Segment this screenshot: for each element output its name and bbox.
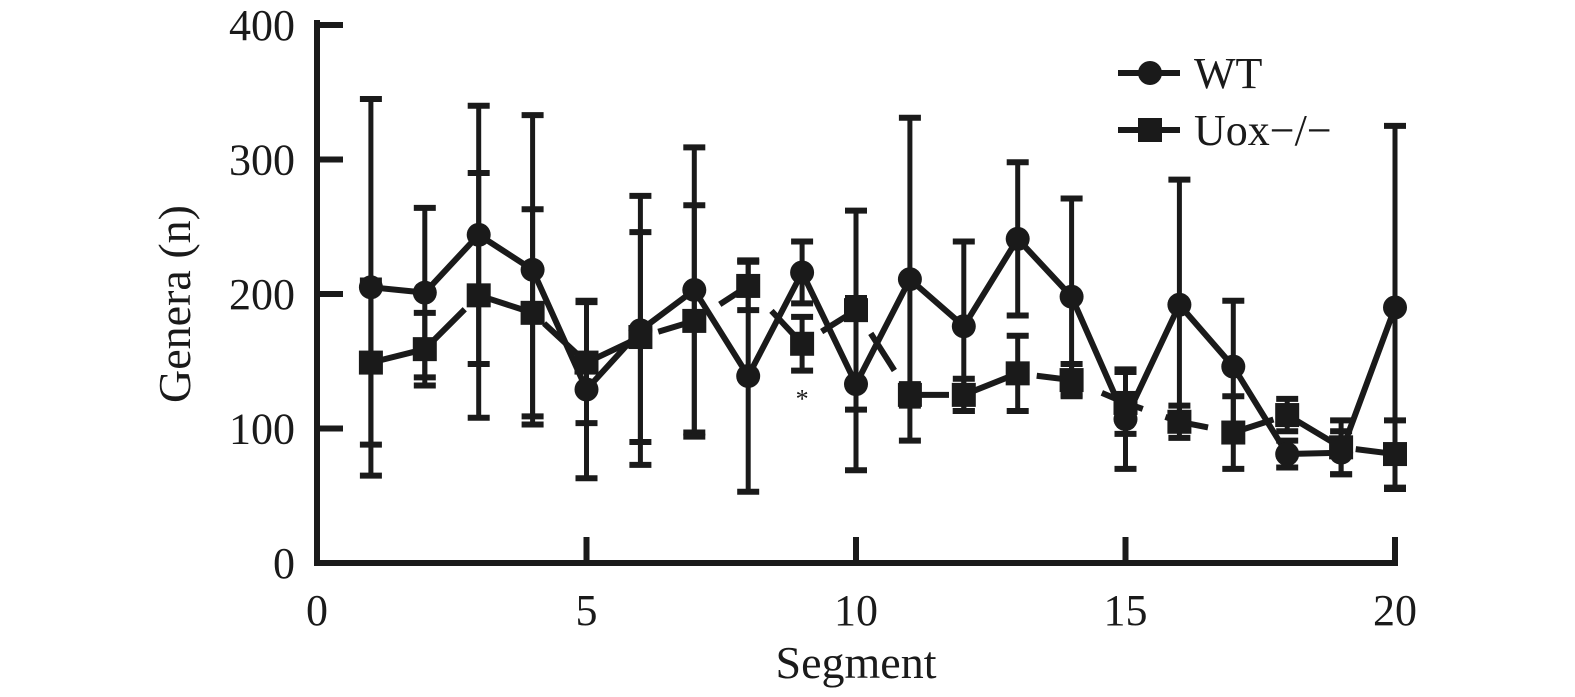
legend-label-uox: Uox−/− xyxy=(1194,106,1332,155)
marker-uox-17 xyxy=(1221,420,1246,445)
marker-uox-11 xyxy=(897,382,922,407)
marker-wt-1 xyxy=(358,275,383,300)
marker-wt-9 xyxy=(790,260,815,285)
marker-uox-15 xyxy=(1113,390,1138,415)
y-axis-ticks: 0 100 200 300 400 xyxy=(229,1,343,588)
x-tick-label-5: 5 xyxy=(576,586,598,635)
marker-wt-2 xyxy=(412,280,437,305)
marker-wt-7 xyxy=(682,277,707,302)
data-markers xyxy=(358,222,1407,467)
legend-label-wt: WT xyxy=(1194,49,1263,98)
series-line-wt xyxy=(370,231,1398,458)
y-tick-label-0: 0 xyxy=(273,539,295,588)
marker-wt-3 xyxy=(466,222,491,247)
marker-uox-1 xyxy=(358,350,383,375)
x-axis-ticks: 0 5 10 15 20 xyxy=(306,537,1417,635)
marker-uox-13 xyxy=(1005,361,1030,386)
legend: WT Uox−/− xyxy=(1118,49,1332,155)
marker-wt-11 xyxy=(897,267,922,292)
legend-item-wt: WT xyxy=(1118,49,1263,98)
y-axis-title: Genera (n) xyxy=(149,205,200,403)
series-lines xyxy=(370,231,1398,458)
y-tick-label-200: 200 xyxy=(229,270,295,319)
marker-uox-9 xyxy=(790,331,815,356)
series-line-uox xyxy=(370,282,1396,458)
marker-uox-20 xyxy=(1383,442,1407,467)
error-bars xyxy=(359,95,1406,495)
legend-item-uox: Uox−/− xyxy=(1118,106,1332,155)
marker-uox-7 xyxy=(682,308,707,333)
marker-uox-10 xyxy=(844,298,868,323)
x-tick-label-15: 15 xyxy=(1104,586,1148,635)
marker-uox-14 xyxy=(1059,368,1084,393)
marker-uox-18 xyxy=(1275,403,1300,428)
x-axis-title: Segment xyxy=(776,637,937,688)
marker-uox-4 xyxy=(520,300,545,325)
y-tick-label-300: 300 xyxy=(229,136,295,185)
annotations: * xyxy=(796,385,809,414)
marker-wt-13 xyxy=(1005,226,1030,251)
legend-marker-uox xyxy=(1138,118,1162,142)
marker-wt-20 xyxy=(1383,295,1407,320)
marker-uox-2 xyxy=(412,337,437,362)
marker-wt-12 xyxy=(951,314,976,339)
marker-uox-8 xyxy=(736,273,761,298)
x-tick-label-20: 20 xyxy=(1373,586,1417,635)
marker-wt-16 xyxy=(1167,292,1192,317)
y-tick-label-400: 400 xyxy=(229,1,295,50)
marker-wt-17 xyxy=(1221,354,1246,379)
marker-uox-19 xyxy=(1329,435,1354,460)
marker-wt-10 xyxy=(844,372,868,397)
marker-wt-4 xyxy=(520,257,545,282)
marker-wt-8 xyxy=(736,364,761,389)
x-tick-label-0: 0 xyxy=(306,586,328,635)
x-tick-label-10: 10 xyxy=(834,586,878,635)
legend-marker-wt xyxy=(1138,61,1162,85)
annotation-1: * xyxy=(796,385,809,414)
marker-uox-5 xyxy=(574,350,599,375)
marker-uox-12 xyxy=(951,382,976,407)
y-tick-label-100: 100 xyxy=(229,405,295,454)
marker-uox-3 xyxy=(466,283,491,308)
marker-uox-16 xyxy=(1167,409,1192,434)
marker-wt-14 xyxy=(1059,284,1084,309)
marker-wt-5 xyxy=(574,377,599,402)
marker-uox-6 xyxy=(628,325,653,350)
marker-wt-18 xyxy=(1275,442,1300,467)
